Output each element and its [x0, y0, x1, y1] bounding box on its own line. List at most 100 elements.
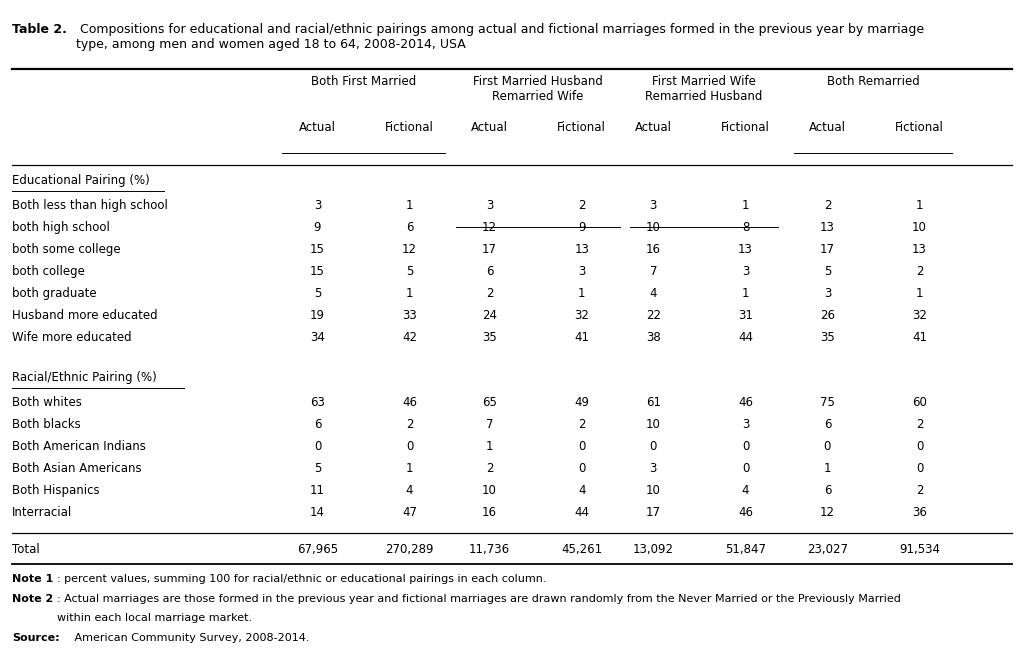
Text: 22: 22: [646, 309, 660, 322]
Text: 0: 0: [313, 440, 322, 453]
Text: Both whites: Both whites: [12, 396, 82, 409]
Text: 0: 0: [915, 462, 924, 475]
Text: Actual: Actual: [471, 121, 508, 134]
Text: 7: 7: [649, 265, 657, 278]
Text: 13: 13: [912, 243, 927, 256]
Text: 2: 2: [915, 418, 924, 431]
Text: 38: 38: [646, 331, 660, 344]
Text: Fictional: Fictional: [385, 121, 434, 134]
Text: 12: 12: [820, 506, 835, 519]
Text: Note 1: Note 1: [12, 574, 53, 584]
Text: American Community Survey, 2008-2014.: American Community Survey, 2008-2014.: [71, 633, 309, 643]
Text: 11,736: 11,736: [469, 543, 510, 556]
Text: Both First Married: Both First Married: [311, 75, 416, 88]
Text: Fictional: Fictional: [721, 121, 770, 134]
Text: Interracial: Interracial: [12, 506, 73, 519]
Text: 33: 33: [402, 309, 417, 322]
Text: Both American Indians: Both American Indians: [12, 440, 146, 453]
Text: 270,289: 270,289: [385, 543, 434, 556]
Text: 4: 4: [406, 484, 414, 497]
Text: 41: 41: [912, 331, 927, 344]
Text: 0: 0: [915, 440, 924, 453]
Text: Actual: Actual: [299, 121, 336, 134]
Text: 17: 17: [646, 506, 660, 519]
Text: 10: 10: [646, 221, 660, 234]
Text: 41: 41: [574, 331, 589, 344]
Text: 36: 36: [912, 506, 927, 519]
Text: both graduate: both graduate: [12, 287, 97, 300]
Text: 6: 6: [485, 265, 494, 278]
Text: 0: 0: [578, 462, 586, 475]
Text: 10: 10: [646, 484, 660, 497]
Text: 60: 60: [912, 396, 927, 409]
Text: Both blacks: Both blacks: [12, 418, 81, 431]
Text: Source:: Source:: [12, 633, 60, 643]
Text: 31: 31: [738, 309, 753, 322]
Text: 47: 47: [402, 506, 417, 519]
Text: 2: 2: [406, 418, 414, 431]
Text: 12: 12: [482, 221, 497, 234]
Text: 8: 8: [741, 221, 750, 234]
Text: Compositions for educational and racial/ethnic pairings among actual and fiction: Compositions for educational and racial/…: [76, 23, 924, 51]
Text: 15: 15: [310, 243, 325, 256]
Text: 4: 4: [741, 484, 750, 497]
Text: 42: 42: [402, 331, 417, 344]
Text: 67,965: 67,965: [297, 543, 338, 556]
Text: 46: 46: [738, 396, 753, 409]
Text: 6: 6: [313, 418, 322, 431]
Text: 0: 0: [578, 440, 586, 453]
Text: 14: 14: [310, 506, 325, 519]
Text: 1: 1: [741, 199, 750, 212]
Text: 3: 3: [578, 265, 586, 278]
Text: 16: 16: [482, 506, 497, 519]
Text: First Married Husband
Remarried Wife: First Married Husband Remarried Wife: [473, 75, 602, 103]
Text: Husband more educated: Husband more educated: [12, 309, 158, 322]
Text: 1: 1: [823, 462, 831, 475]
Text: 3: 3: [823, 287, 831, 300]
Text: 16: 16: [646, 243, 660, 256]
Text: Racial/Ethnic Pairing (%): Racial/Ethnic Pairing (%): [12, 371, 157, 384]
Text: : percent values, summing 100 for racial/ethnic or educational pairings in each : : percent values, summing 100 for racial…: [57, 574, 547, 584]
Text: 19: 19: [310, 309, 325, 322]
Text: 65: 65: [482, 396, 497, 409]
Text: 91,534: 91,534: [899, 543, 940, 556]
Text: 51,847: 51,847: [725, 543, 766, 556]
Text: Actual: Actual: [635, 121, 672, 134]
Text: 1: 1: [915, 287, 924, 300]
Text: 0: 0: [649, 440, 657, 453]
Text: 46: 46: [738, 506, 753, 519]
Text: 10: 10: [482, 484, 497, 497]
Text: 2: 2: [485, 462, 494, 475]
Text: within each local marriage market.: within each local marriage market.: [57, 613, 253, 623]
Text: 9: 9: [578, 221, 586, 234]
Text: Fictional: Fictional: [895, 121, 944, 134]
Text: 1: 1: [578, 287, 586, 300]
Text: 75: 75: [820, 396, 835, 409]
Text: 61: 61: [646, 396, 660, 409]
Text: 45,261: 45,261: [561, 543, 602, 556]
Text: Actual: Actual: [809, 121, 846, 134]
Text: 46: 46: [402, 396, 417, 409]
Text: 24: 24: [482, 309, 497, 322]
Text: both college: both college: [12, 265, 85, 278]
Text: 1: 1: [485, 440, 494, 453]
Text: 0: 0: [823, 440, 831, 453]
Text: 32: 32: [574, 309, 589, 322]
Text: 44: 44: [574, 506, 589, 519]
Text: : Actual marriages are those formed in the previous year and fictional marriages: : Actual marriages are those formed in t…: [57, 594, 901, 604]
Text: Fictional: Fictional: [557, 121, 606, 134]
Text: 0: 0: [406, 440, 414, 453]
Text: 3: 3: [485, 199, 494, 212]
Text: 32: 32: [912, 309, 927, 322]
Text: 13,092: 13,092: [633, 543, 674, 556]
Text: 35: 35: [820, 331, 835, 344]
Text: 1: 1: [406, 287, 414, 300]
Text: 0: 0: [741, 440, 750, 453]
Text: 1: 1: [741, 287, 750, 300]
Text: Both Remarried: Both Remarried: [826, 75, 920, 88]
Text: 15: 15: [310, 265, 325, 278]
Text: 44: 44: [738, 331, 753, 344]
Text: 12: 12: [402, 243, 417, 256]
Text: 11: 11: [310, 484, 325, 497]
Text: 2: 2: [578, 418, 586, 431]
